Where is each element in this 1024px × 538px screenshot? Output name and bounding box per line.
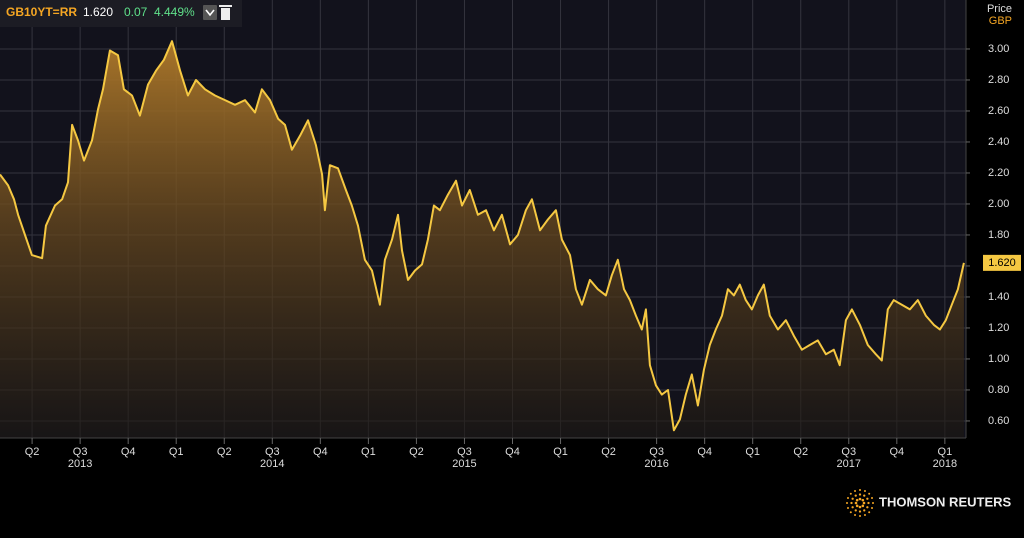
- logo-dot: [858, 510, 862, 513]
- x-tick-label: Q2: [793, 446, 808, 458]
- trash-body: [221, 8, 230, 20]
- y-tick-label: 2.80: [988, 74, 1009, 86]
- logo-dot: [849, 511, 852, 514]
- x-year-label: 2018: [933, 458, 957, 470]
- y-axis-unit: GBP: [989, 15, 1012, 27]
- x-tick-label: Q2: [601, 446, 616, 458]
- x-tick-label: Q4: [697, 446, 712, 458]
- logo-dot: [863, 509, 866, 512]
- logo-dot: [850, 501, 853, 505]
- x-tick-label: Q2: [217, 446, 232, 458]
- logo-dot: [858, 493, 862, 496]
- x-year-label: 2015: [452, 458, 476, 470]
- logo-dot: [868, 492, 871, 495]
- y-tick-label: 3.00: [988, 43, 1009, 55]
- logo-dot: [855, 498, 859, 502]
- logo-dot: [851, 497, 854, 500]
- y-tick-label: 2.20: [988, 167, 1009, 179]
- price-line: [0, 40, 965, 432]
- y-tick-label: 1.80: [988, 229, 1009, 241]
- logo-dot: [861, 498, 865, 502]
- logo-dot: [854, 489, 857, 492]
- footer-logo: THOMSON REUTERS: [846, 489, 1012, 517]
- x-tick-label: Q3: [841, 446, 856, 458]
- x-tick-label: Q1: [745, 446, 760, 458]
- y-tick-label: 0.60: [988, 415, 1009, 427]
- x-year-label: 2014: [260, 458, 284, 470]
- x-tick-label: Q4: [505, 446, 520, 458]
- y-tick-label: 2.00: [988, 198, 1009, 210]
- logo-dot: [871, 506, 874, 509]
- logo-dot: [854, 501, 858, 505]
- logo-dot: [846, 497, 849, 500]
- logo-dot: [866, 506, 869, 509]
- x-tick-label: Q3: [457, 446, 472, 458]
- logo-dot: [872, 502, 874, 504]
- price: 1.620: [83, 5, 113, 19]
- brand-mark: [846, 489, 874, 517]
- logo-dot: [867, 501, 870, 505]
- logo-dot: [846, 502, 848, 504]
- logo-dot: [859, 489, 861, 491]
- ric: GB10YT=RR: [6, 5, 77, 19]
- logo-dot: [863, 514, 866, 517]
- change-pct: 4.449%: [154, 5, 195, 19]
- x-year-label: 2013: [68, 458, 92, 470]
- delete-button[interactable]: [219, 5, 232, 20]
- last-price-label: 1.620: [988, 257, 1016, 269]
- x-tick-label: Q4: [313, 446, 328, 458]
- logo-dot: [858, 497, 862, 501]
- x-tick-label: Q4: [121, 446, 136, 458]
- last-price-box: [983, 254, 1021, 271]
- dropdown-button[interactable]: [203, 5, 217, 20]
- x-tick-label: Q3: [265, 446, 280, 458]
- y-tick-label: 2.40: [988, 136, 1009, 148]
- x-tick-label: Q1: [169, 446, 184, 458]
- y-axis-title: Price: [987, 3, 1012, 15]
- x-tick-label: Q3: [649, 446, 664, 458]
- area-fill: [0, 41, 964, 438]
- logo-dot: [861, 504, 865, 508]
- y-tick-label: 2.60: [988, 105, 1009, 117]
- logo-dot: [854, 509, 857, 512]
- logo-dot: [858, 505, 862, 509]
- change: 0.07: [124, 5, 148, 19]
- y-tick-label: 1.40: [988, 291, 1009, 303]
- header-box: [0, 0, 242, 27]
- logo-dot: [866, 497, 869, 500]
- x-tick-label: Q1: [361, 446, 376, 458]
- logo-dot: [868, 511, 871, 514]
- dropdown-icon: [205, 9, 215, 17]
- x-tick-label: Q1: [553, 446, 568, 458]
- logo-dot: [854, 514, 857, 517]
- logo-dot: [862, 501, 866, 505]
- header: GB10YT=RR 1.620 0.07 4.449%: [0, 0, 242, 27]
- logo-dot: [851, 506, 854, 509]
- y-tick-label: 0.80: [988, 384, 1009, 396]
- x-tick-label: Q1: [938, 446, 953, 458]
- x-tick-label: Q4: [889, 446, 904, 458]
- x-tick-label: Q2: [409, 446, 424, 458]
- brand-name: THOMSON REUTERS: [879, 494, 1012, 509]
- logo-dot: [863, 494, 866, 497]
- logo-dot: [849, 492, 852, 495]
- x-year-label: 2017: [837, 458, 861, 470]
- x-year-label: 2016: [644, 458, 668, 470]
- logo-dot: [855, 504, 859, 508]
- logo-dot: [871, 497, 874, 500]
- x-tick-label: Q2: [25, 446, 40, 458]
- y-tick-label: 1.00: [988, 353, 1009, 365]
- logo-dot: [846, 506, 849, 509]
- y-tick-label: 1.20: [988, 322, 1009, 334]
- logo-dot: [854, 494, 857, 497]
- trash-lid: [219, 5, 232, 7]
- logo-dot: [859, 515, 861, 517]
- x-tick-label: Q3: [73, 446, 88, 458]
- logo-dot: [863, 489, 866, 492]
